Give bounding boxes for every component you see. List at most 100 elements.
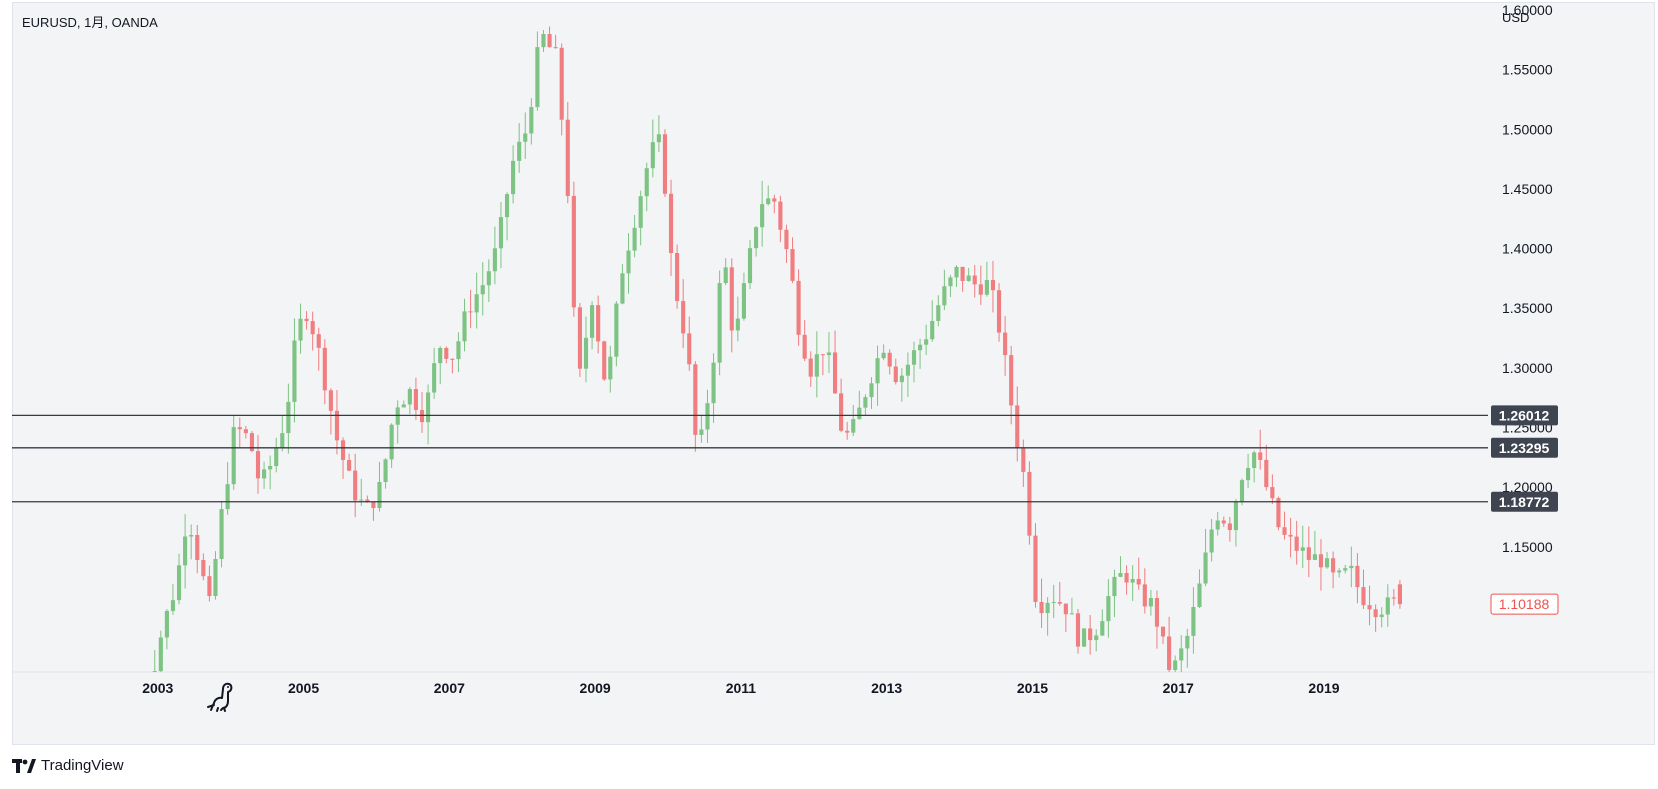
candle-down <box>1088 628 1093 641</box>
x-tick-label: 2019 <box>1308 680 1339 696</box>
candle-down <box>693 364 698 435</box>
candle-up <box>851 419 856 433</box>
candle-up <box>614 303 619 357</box>
candle-down <box>1075 613 1081 647</box>
candle-up <box>523 133 528 142</box>
candle-up <box>875 358 880 384</box>
candle-down <box>978 284 983 295</box>
candle-down <box>1003 332 1008 356</box>
candle-down <box>832 352 838 394</box>
tradingview-logo-icon <box>12 758 36 773</box>
candle-up <box>1106 596 1111 622</box>
candle-down <box>996 290 1002 333</box>
footer-brand[interactable]: TradingView <box>12 757 124 774</box>
candle-down <box>1306 547 1311 560</box>
candle-down <box>887 352 892 367</box>
candle-up <box>1252 452 1257 468</box>
x-tick-label: 2017 <box>1163 680 1194 696</box>
candle-down <box>353 470 358 501</box>
candle-down <box>596 305 601 342</box>
candle-down <box>310 321 315 335</box>
x-tick-label: 2005 <box>288 680 319 696</box>
candle-up <box>517 141 522 161</box>
candle-up <box>535 47 540 108</box>
candle-down <box>413 389 418 411</box>
candle-up <box>590 305 595 338</box>
candle-up <box>1051 602 1056 604</box>
candle-down <box>1391 597 1396 599</box>
candle-down <box>1221 520 1226 524</box>
candle-up <box>1312 554 1317 560</box>
x-tick-label: 2007 <box>434 680 465 696</box>
candle-up <box>1300 547 1305 551</box>
candle-up <box>826 352 832 356</box>
candle-down <box>1373 609 1378 618</box>
candle-up <box>747 248 753 284</box>
candle-up <box>911 350 917 365</box>
candle-down <box>1057 602 1062 604</box>
candle-up <box>1185 635 1190 649</box>
candle-up <box>401 404 406 408</box>
symbol-title[interactable]: EURUSD, 1月, OANDA <box>22 15 158 30</box>
candle-up <box>966 275 971 282</box>
candles-group <box>152 26 1402 672</box>
level-price-label: 1.23295 <box>1499 440 1550 456</box>
candle-down <box>1142 584 1147 607</box>
candle-down <box>1027 471 1032 536</box>
candle-up <box>741 283 746 319</box>
dinosaur-icon <box>207 682 233 712</box>
candle-up <box>717 283 722 363</box>
candle-down <box>1258 452 1263 460</box>
y-axis-unit-label: USD <box>1502 10 1529 25</box>
candle-up <box>899 375 904 383</box>
candle-down <box>1021 447 1026 472</box>
candle-down <box>1282 527 1287 535</box>
candle-up <box>608 356 613 380</box>
candle-down <box>808 358 813 377</box>
candle-up <box>936 305 941 321</box>
candle-down <box>1318 554 1324 568</box>
candle-down <box>839 393 844 431</box>
candle-up <box>176 565 182 601</box>
candle-down <box>547 33 552 48</box>
candle-up <box>1215 520 1220 530</box>
candle-down <box>371 501 376 509</box>
candle-up <box>377 481 382 509</box>
candle-down <box>602 341 607 380</box>
candle-up <box>225 484 230 510</box>
y-tick-label: 1.55000 <box>1502 62 1553 78</box>
candle-up <box>407 389 412 405</box>
candle-up <box>1324 558 1330 568</box>
candle-up <box>1130 578 1135 583</box>
candle-down <box>565 119 570 196</box>
candle-down <box>571 195 576 308</box>
candle-up <box>1118 573 1123 577</box>
candle-up <box>474 294 479 313</box>
candle-down <box>1288 534 1293 537</box>
candle-up <box>1094 635 1099 641</box>
candle-up <box>1385 597 1390 615</box>
candle-down <box>1367 605 1372 610</box>
candle-up <box>754 227 759 249</box>
candle-up <box>650 142 655 169</box>
candle-up <box>735 318 740 331</box>
candle-down <box>662 134 668 194</box>
x-tick-label: 2015 <box>1017 680 1048 696</box>
candle-up <box>583 337 589 369</box>
candle-down <box>340 440 346 460</box>
candle-up <box>881 352 886 359</box>
candle-up <box>432 363 437 393</box>
candle-up <box>632 227 637 251</box>
candle-up <box>711 362 716 404</box>
candle-down <box>577 307 582 369</box>
candle-up <box>1069 613 1074 615</box>
candle-up <box>268 465 273 470</box>
y-tick-label: 1.60000 <box>1502 2 1553 18</box>
candle-up <box>760 204 765 228</box>
candle-up <box>438 347 443 364</box>
candle-up <box>1191 606 1196 636</box>
candle-down <box>772 198 777 202</box>
candle-down <box>553 47 558 49</box>
candle-down <box>1270 487 1275 499</box>
